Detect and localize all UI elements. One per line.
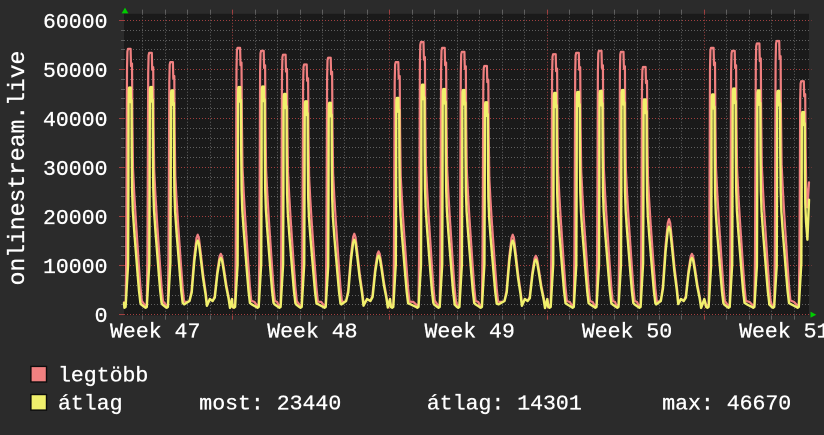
svg-text:Week 47: Week 47 <box>110 321 200 345</box>
svg-text:legtöbb: legtöbb <box>58 364 148 388</box>
svg-text:50000: 50000 <box>43 60 108 84</box>
svg-text:Week 48: Week 48 <box>267 321 357 345</box>
svg-text:Week 51: Week 51 <box>739 321 824 345</box>
svg-text:40000: 40000 <box>43 109 108 133</box>
svg-text:Week 50: Week 50 <box>582 321 672 345</box>
svg-text:onlinestream.live: onlinestream.live <box>5 51 31 286</box>
svg-text:átlag: átlag <box>58 393 123 417</box>
svg-text:20000: 20000 <box>43 207 108 231</box>
svg-text:max: 46670: max: 46670 <box>662 393 791 417</box>
svg-text:0: 0 <box>95 305 108 329</box>
svg-text:60000: 60000 <box>43 11 108 35</box>
svg-text:30000: 30000 <box>43 158 108 182</box>
svg-text:most: 23440: most: 23440 <box>199 393 341 417</box>
svg-text:Week 49: Week 49 <box>425 321 515 345</box>
svg-text:10000: 10000 <box>43 256 108 280</box>
svg-text:átlag: 14301: átlag: 14301 <box>427 393 582 417</box>
